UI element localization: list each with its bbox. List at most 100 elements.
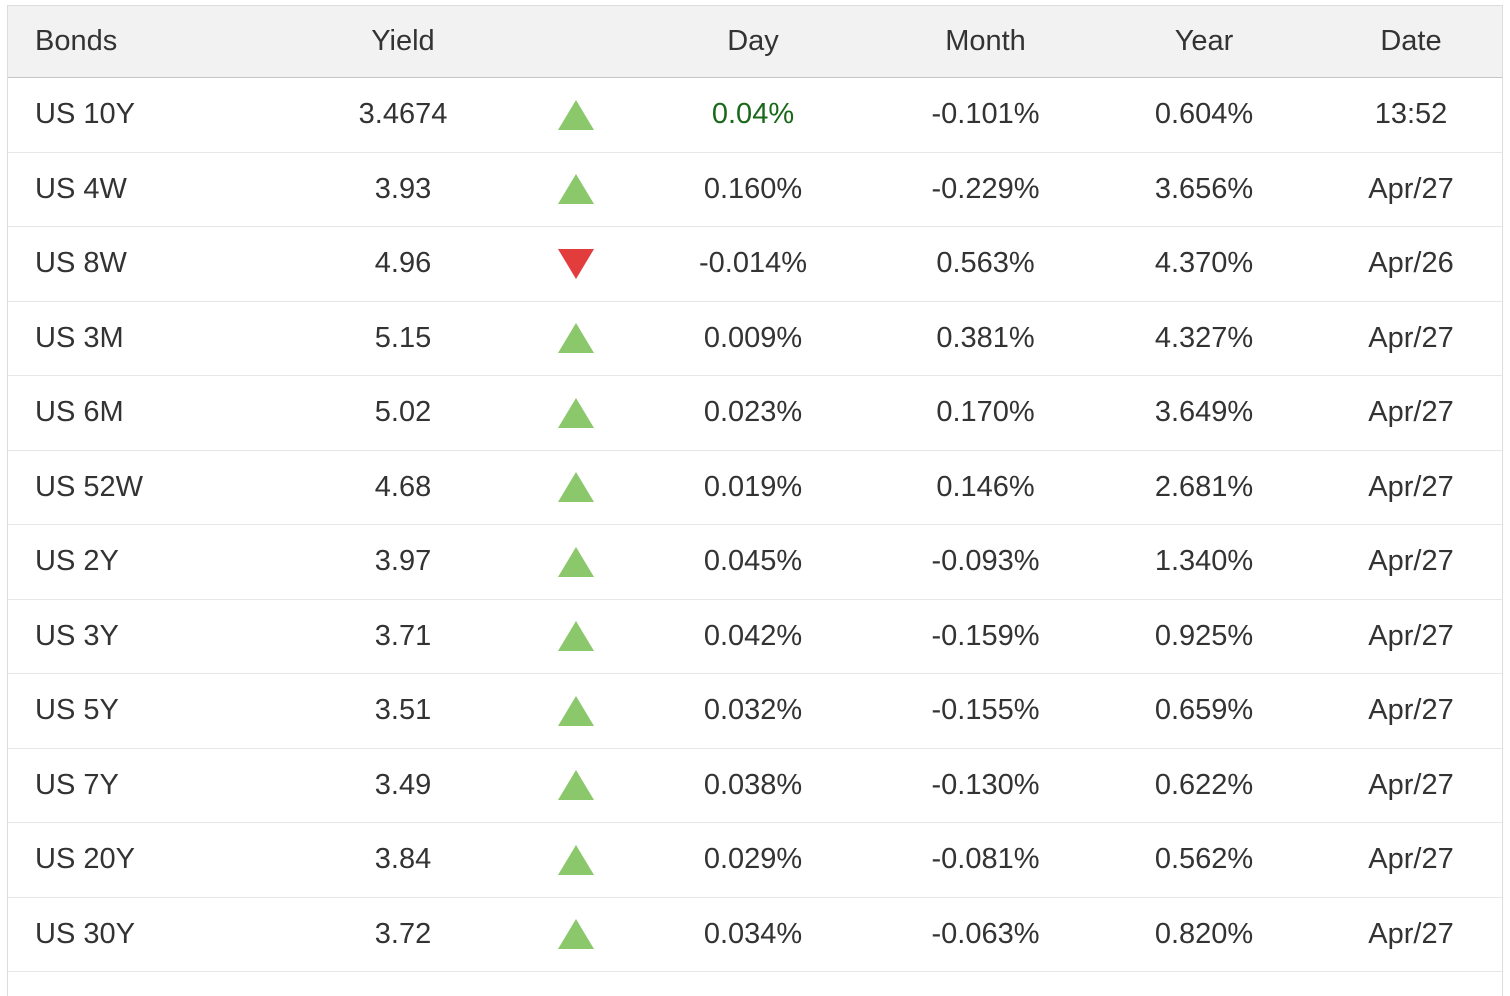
change-direction-cell [528, 621, 623, 652]
date-value: Apr/27 [1368, 321, 1454, 354]
bond-name[interactable]: US 8W [35, 247, 127, 280]
triangle-up-icon [557, 174, 594, 205]
change-direction-cell [528, 99, 623, 130]
day-change: 0.032% [703, 694, 803, 727]
yield-value: 5.02 [374, 396, 432, 429]
date-value: Apr/27 [1368, 768, 1454, 801]
bond-name[interactable]: US 4W [35, 172, 127, 205]
day-change: 0.019% [703, 470, 803, 503]
table-row[interactable]: US 3Y 3.71 0.042% -0.159% 0.925% Apr/27 [8, 599, 1502, 674]
bond-name[interactable]: US 3M [35, 321, 124, 354]
table-row[interactable]: US 4W 3.93 0.160% -0.229% 3.656% Apr/27 [8, 152, 1502, 227]
table-row[interactable]: US 30Y 3.72 0.034% -0.063% 0.820% Apr/27 [8, 897, 1502, 972]
bond-name[interactable]: US 20Y [35, 843, 135, 876]
day-change: 0.04% [711, 98, 795, 131]
date-value: Apr/27 [1368, 843, 1454, 876]
month-change: -0.229% [931, 172, 1040, 205]
table-row[interactable]: US 8W 4.96 -0.014% 0.563% 4.370% Apr/26 [8, 227, 1502, 302]
day-change: -0.014% [698, 247, 807, 280]
bond-name[interactable]: US 52W [35, 470, 143, 503]
partial-next-row [8, 972, 1502, 996]
table-header-row: Bonds Yield Day Month Year Date [8, 6, 1502, 78]
day-change: 0.042% [703, 619, 803, 652]
table-row[interactable]: US 20Y 3.84 0.029% -0.081% 0.562% Apr/27 [8, 823, 1502, 898]
year-change: 3.656% [1154, 172, 1254, 205]
month-change: 0.146% [936, 470, 1035, 503]
change-direction-cell [528, 844, 623, 875]
yield-value: 3.49 [374, 768, 432, 801]
bond-name[interactable]: US 3Y [35, 619, 119, 652]
table-row[interactable]: US 5Y 3.51 0.032% -0.155% 0.659% Apr/27 [8, 674, 1502, 749]
change-direction-cell [528, 546, 623, 577]
date-value: Apr/27 [1368, 470, 1454, 503]
bond-name[interactable]: US 10Y [35, 98, 135, 131]
change-direction-cell [528, 397, 623, 428]
table-row[interactable]: US 3M 5.15 0.009% 0.381% 4.327% Apr/27 [8, 301, 1502, 376]
date-value: Apr/27 [1368, 172, 1454, 205]
yield-value: 4.68 [374, 470, 432, 503]
table-row[interactable]: US 10Y 3.4674 0.04% -0.101% 0.604% 13:52 [8, 78, 1502, 153]
column-header-day: Day [727, 25, 779, 57]
triangle-up-icon [557, 844, 594, 875]
change-direction-cell [528, 323, 623, 354]
bond-name[interactable]: US 7Y [35, 768, 119, 801]
yield-value: 3.51 [374, 694, 432, 727]
month-change: 0.381% [936, 321, 1035, 354]
year-change: 4.327% [1154, 321, 1254, 354]
year-change: 0.925% [1154, 619, 1254, 652]
triangle-up-icon [557, 472, 594, 503]
bond-name[interactable]: US 6M [35, 396, 124, 429]
month-change: 0.563% [936, 247, 1035, 280]
yield-value: 3.71 [374, 619, 432, 652]
day-change: 0.160% [703, 172, 803, 205]
triangle-up-icon [557, 919, 594, 950]
month-change: -0.063% [931, 917, 1040, 950]
day-change: 0.029% [703, 843, 803, 876]
bond-name[interactable]: US 5Y [35, 694, 119, 727]
day-change: 0.038% [703, 768, 803, 801]
triangle-up-icon [557, 323, 594, 354]
yield-value: 3.4674 [358, 98, 448, 131]
triangle-up-icon [557, 397, 594, 428]
year-change: 0.659% [1154, 694, 1254, 727]
bond-name[interactable]: US 2Y [35, 545, 119, 578]
yield-value: 5.15 [374, 321, 432, 354]
year-change: 0.622% [1154, 768, 1254, 801]
yield-value: 3.84 [374, 843, 432, 876]
change-direction-cell [528, 174, 623, 205]
triangle-up-icon [557, 695, 594, 726]
date-value: Apr/27 [1368, 619, 1454, 652]
yield-value: 3.93 [374, 172, 432, 205]
month-change: -0.081% [931, 843, 1040, 876]
column-header-month: Month [945, 25, 1026, 57]
year-change: 0.820% [1154, 917, 1254, 950]
month-change: -0.159% [931, 619, 1040, 652]
column-header-bonds: Bonds [35, 25, 118, 57]
table-row[interactable]: US 52W 4.68 0.019% 0.146% 2.681% Apr/27 [8, 450, 1502, 525]
triangle-up-icon [557, 621, 594, 652]
date-value: Apr/27 [1368, 396, 1454, 429]
bond-name[interactable]: US 30Y [35, 917, 135, 950]
table-row[interactable]: US 6M 5.02 0.023% 0.170% 3.649% Apr/27 [8, 376, 1502, 451]
month-change: -0.101% [931, 98, 1040, 131]
table-row[interactable]: US 7Y 3.49 0.038% -0.130% 0.622% Apr/27 [8, 748, 1502, 823]
table-row[interactable]: US 2Y 3.97 0.045% -0.093% 1.340% Apr/27 [8, 525, 1502, 600]
change-direction-cell [528, 248, 623, 279]
yield-value: 4.96 [374, 247, 432, 280]
year-change: 0.562% [1154, 843, 1254, 876]
day-change: 0.009% [703, 321, 803, 354]
date-value: Apr/26 [1368, 247, 1454, 280]
date-value: Apr/27 [1368, 694, 1454, 727]
day-change: 0.045% [703, 545, 803, 578]
date-value: Apr/27 [1368, 917, 1454, 950]
date-value: Apr/27 [1368, 545, 1454, 578]
year-change: 1.340% [1154, 545, 1254, 578]
day-change: 0.034% [703, 917, 803, 950]
change-direction-cell [528, 695, 623, 726]
yield-value: 3.72 [374, 917, 432, 950]
month-change: 0.170% [936, 396, 1035, 429]
change-direction-cell [528, 472, 623, 503]
year-change: 0.604% [1154, 98, 1254, 131]
month-change: -0.093% [931, 545, 1040, 578]
year-change: 3.649% [1154, 396, 1254, 429]
